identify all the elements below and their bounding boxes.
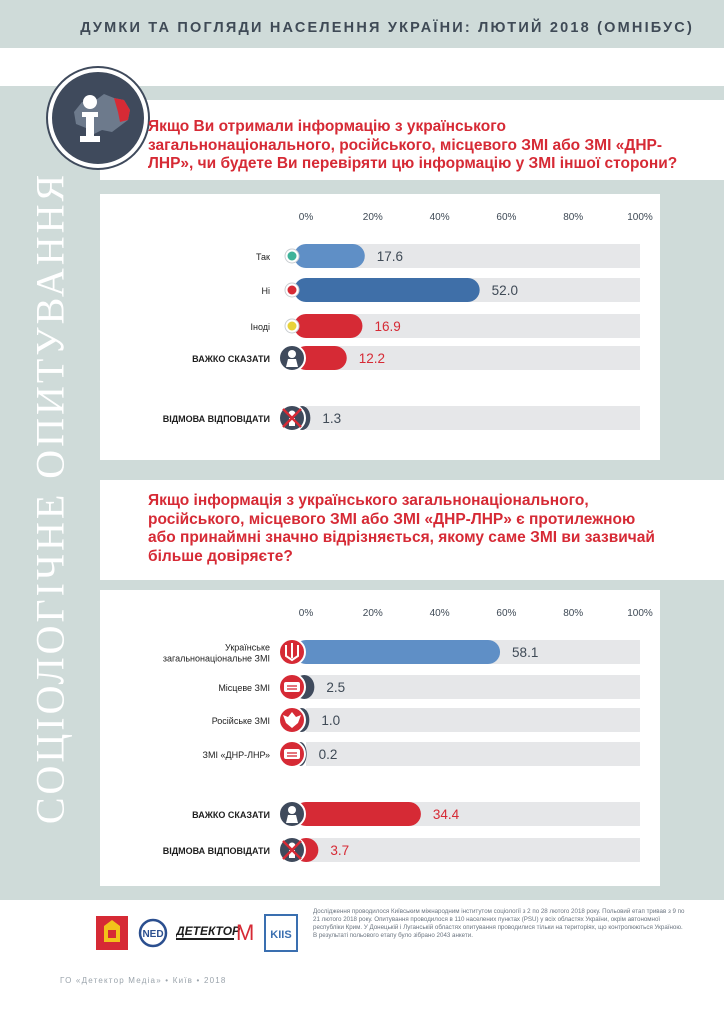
data-label: 34.4 bbox=[433, 807, 460, 822]
info-map-icon bbox=[48, 68, 148, 168]
x-tick-label: 20% bbox=[363, 608, 383, 619]
category-label: ВАЖКО СКАЗАТИ bbox=[192, 810, 270, 820]
svg-text:ДЕТЕКТОР: ДЕТЕКТОР bbox=[176, 924, 241, 938]
bar-4 bbox=[294, 802, 421, 826]
category-label: ВІДМОВА ВІДПОВІДАТИ bbox=[163, 846, 270, 856]
methodology-note: Дослідження проводилося Київським міжнар… bbox=[313, 908, 685, 939]
x-tick-label: 80% bbox=[563, 212, 583, 223]
page-title: ДУМКИ ТА ПОГЛЯДИ НАСЕЛЕННЯ УКРАЇНИ: ЛЮТИ… bbox=[80, 20, 694, 36]
bar-1 bbox=[294, 278, 480, 302]
x-tick-label: 0% bbox=[299, 608, 314, 619]
eagle-icon bbox=[278, 706, 306, 734]
kiis-logo: KIIS bbox=[264, 914, 298, 957]
data-label: 52.0 bbox=[492, 283, 518, 298]
category-label: Іноді bbox=[250, 322, 270, 332]
newspaper-icon bbox=[278, 673, 306, 701]
svg-text:NED: NED bbox=[142, 929, 163, 940]
question-icon bbox=[278, 800, 306, 828]
category-label: ЗМІ «ДНР-ЛНР» bbox=[203, 750, 270, 760]
svg-text:M: M bbox=[236, 920, 254, 945]
x-tick-label: 40% bbox=[430, 212, 450, 223]
bar-track bbox=[306, 346, 640, 370]
data-label: 1.3 bbox=[322, 411, 341, 426]
bar-track bbox=[306, 708, 640, 732]
category-label: Українське bbox=[225, 643, 270, 653]
page-header: ДУМКИ ТА ПОГЛЯДИ НАСЕЛЕННЯ УКРАЇНИ: ЛЮТИ… bbox=[0, 0, 724, 48]
data-label: 58.1 bbox=[512, 645, 538, 660]
question-icon bbox=[278, 344, 306, 372]
category-label: Так bbox=[256, 252, 270, 262]
category-label: Ні bbox=[262, 286, 271, 296]
footer-org: ГО «Детектор Медіа» • Київ • 2018 bbox=[60, 976, 227, 985]
data-label: 1.0 bbox=[321, 713, 340, 728]
bar-track bbox=[306, 675, 640, 699]
x-tick-label: 60% bbox=[496, 608, 516, 619]
bar-track bbox=[306, 742, 640, 766]
x-tick-label: 100% bbox=[627, 212, 653, 223]
refusal-icon bbox=[278, 836, 306, 864]
trident-icon bbox=[278, 638, 306, 666]
chart1: 0% 20% 40% 60% 80% 100% 17.6 Так 52.0 Ні 16.9 Іноді… bbox=[163, 212, 653, 432]
x-tick-label: 40% bbox=[430, 608, 450, 619]
data-label: 2.5 bbox=[326, 680, 345, 695]
data-label: 12.2 bbox=[359, 351, 385, 366]
x-tick-label: 60% bbox=[496, 212, 516, 223]
x-tick-label: 20% bbox=[363, 212, 383, 223]
bar-3 bbox=[294, 346, 347, 370]
detector-media-logo: ДЕТЕКТОР M bbox=[175, 920, 260, 951]
x-tick-label: 100% bbox=[627, 608, 653, 619]
kyiv-coat-of-arms-logo bbox=[96, 916, 128, 955]
sidebar-label: СОЦІОЛОГІЧНЕ ОПИТУВАННЯ bbox=[27, 171, 73, 825]
ned-logo: NED bbox=[136, 918, 170, 953]
bar-track bbox=[306, 406, 640, 430]
refusal-icon bbox=[278, 404, 306, 432]
bar-0 bbox=[294, 244, 365, 268]
chart1-panel: 0% 20% 40% 60% 80% 100% 17.6 Так 52.0 Ні 16.9 Іноді… bbox=[100, 194, 660, 460]
legend-dot-green bbox=[284, 248, 300, 264]
chart2-panel: 0% 20% 40% 60% 80% 100% 58.1 Українське загально… bbox=[100, 590, 660, 886]
category-label: Російське ЗМІ bbox=[212, 716, 270, 726]
question1-band bbox=[100, 100, 724, 180]
question2: Якщо інформація з українського загальнон… bbox=[148, 492, 655, 565]
legend-dot-yellow bbox=[284, 318, 300, 334]
category-label: Місцеве ЗМІ bbox=[218, 683, 270, 693]
bar-0 bbox=[294, 640, 501, 664]
data-label: 16.9 bbox=[374, 319, 400, 334]
bar-track bbox=[306, 838, 640, 862]
chart2: 0% 20% 40% 60% 80% 100% 58.1 Українськезагально… bbox=[163, 608, 653, 864]
data-label: 0.2 bbox=[319, 747, 338, 762]
legend-dot-red bbox=[284, 282, 300, 298]
data-label: 17.6 bbox=[377, 249, 403, 264]
x-tick-label: 80% bbox=[563, 608, 583, 619]
question2-band bbox=[100, 480, 724, 580]
newspaper-icon bbox=[278, 740, 306, 768]
data-label: 3.7 bbox=[330, 843, 349, 858]
x-tick-label: 0% bbox=[299, 212, 314, 223]
question1: Якщо Ви отримали інформацію з українсько… bbox=[148, 118, 678, 172]
category-label: загальнонаціональне ЗМІ bbox=[163, 654, 270, 664]
category-label: ВАЖКО СКАЗАТИ bbox=[192, 354, 270, 364]
bar-2 bbox=[294, 314, 363, 338]
svg-text:KIIS: KIIS bbox=[270, 929, 291, 941]
category-label: ВІДМОВА ВІДПОВІДАТИ bbox=[163, 414, 270, 424]
